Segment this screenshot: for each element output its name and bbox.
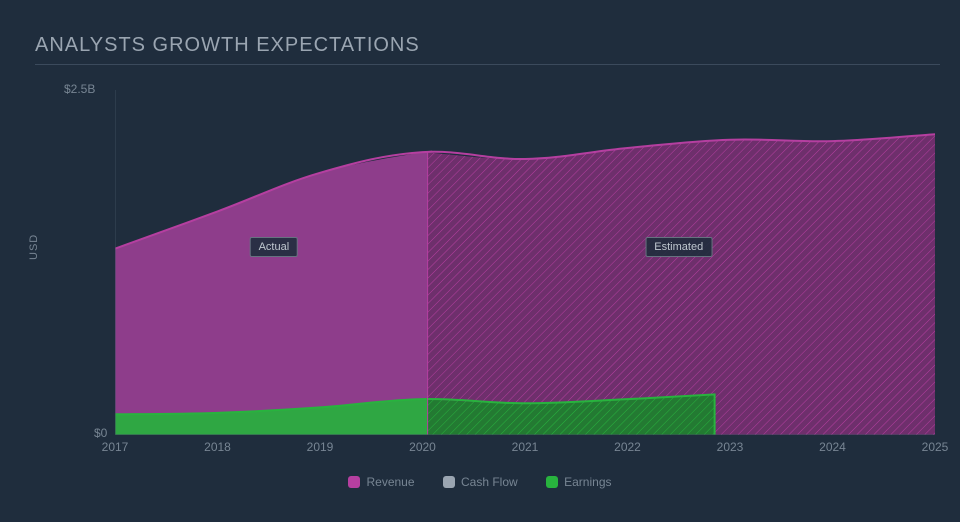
chart-title: ANALYSTS GROWTH EXPECTATIONS	[35, 34, 420, 57]
legend-item-revenue: Revenue	[348, 475, 414, 489]
badge-actual: Actual	[250, 237, 299, 257]
revenue-area-estimated	[428, 134, 935, 435]
legend-label-cashflow: Cash Flow	[461, 475, 518, 489]
legend: Revenue Cash Flow Earnings	[0, 475, 960, 493]
chart-card: ANALYSTS GROWTH EXPECTATIONS $2.5B USD $…	[0, 0, 960, 522]
x-tick-2019: 2019	[307, 440, 334, 454]
revenue-area-actual	[115, 151, 432, 435]
legend-item-earnings: Earnings	[546, 475, 611, 489]
x-tick-2021: 2021	[512, 440, 539, 454]
y-max-label: $2.5B	[64, 82, 95, 96]
x-tick-2022: 2022	[614, 440, 641, 454]
legend-label-revenue: Revenue	[366, 475, 414, 489]
legend-swatch-cashflow	[443, 476, 455, 488]
x-axis-labels: 201720182019202020212022202320242025	[115, 440, 935, 460]
y-min-label: $0	[94, 426, 107, 440]
chart-svg	[115, 90, 935, 435]
x-tick-2018: 2018	[204, 440, 231, 454]
x-tick-2025: 2025	[922, 440, 949, 454]
legend-swatch-revenue	[348, 476, 360, 488]
x-tick-2023: 2023	[717, 440, 744, 454]
legend-item-cashflow: Cash Flow	[443, 475, 518, 489]
title-rule	[35, 64, 940, 65]
x-tick-2020: 2020	[409, 440, 436, 454]
plot-area: Actual Estimated	[115, 90, 935, 435]
x-tick-2017: 2017	[102, 440, 129, 454]
y-axis-title: USD	[28, 234, 40, 260]
legend-swatch-earnings	[546, 476, 558, 488]
badge-estimated: Estimated	[645, 237, 712, 257]
legend-label-earnings: Earnings	[564, 475, 611, 489]
x-tick-2024: 2024	[819, 440, 846, 454]
